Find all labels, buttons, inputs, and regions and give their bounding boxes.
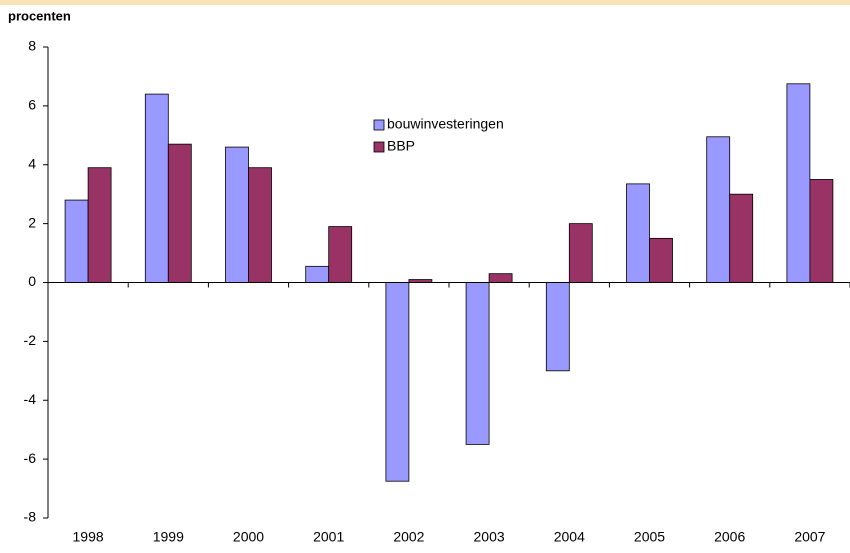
y-tick-label: 8: [28, 38, 36, 54]
bar: [167, 143, 192, 283]
x-tick-label: 2004: [554, 529, 585, 545]
y-tick-label: -2: [24, 332, 37, 348]
y-tick-label: 6: [28, 97, 36, 113]
bar: [465, 282, 490, 445]
x-tick-label: 2002: [393, 529, 424, 545]
y-tick-label: 4: [28, 155, 36, 171]
bar: [385, 282, 410, 482]
bar: [328, 226, 353, 283]
x-tick-label: 2003: [474, 529, 505, 545]
x-tick-label: 2005: [634, 529, 665, 545]
x-tick-label: 2001: [313, 529, 344, 545]
bar: [144, 93, 169, 283]
bar: [786, 83, 811, 283]
legend-swatch: [373, 119, 385, 131]
x-tick-label: 2006: [714, 529, 745, 545]
bar: [649, 237, 673, 283]
legend-swatch: [373, 141, 385, 153]
bar: [248, 167, 272, 283]
x-tick-label: 2007: [794, 529, 825, 545]
bar: [488, 273, 513, 283]
x-tick-label: 1998: [73, 529, 104, 545]
x-tick-label: 2000: [233, 529, 264, 545]
y-tick-label: -4: [24, 391, 37, 407]
bar: [626, 183, 650, 283]
legend-label: bouwinvesteringen: [387, 116, 504, 132]
y-tick-label: -8: [24, 509, 37, 525]
bar: [706, 136, 731, 283]
chart-title: procenten: [8, 8, 71, 23]
top-strip: [0, 0, 850, 5]
bar: [225, 146, 249, 283]
bar: [568, 223, 593, 283]
bar: [729, 193, 754, 283]
bar: [64, 199, 89, 283]
legend-label: BBP: [387, 138, 415, 154]
bar: [545, 282, 570, 372]
bar: [87, 167, 112, 283]
x-tick-label: 1999: [153, 529, 184, 545]
y-tick-label: -6: [24, 450, 37, 466]
y-tick-label: 0: [28, 273, 36, 289]
y-tick-label: 2: [28, 214, 36, 230]
bar: [305, 265, 330, 283]
bar: [809, 179, 834, 283]
